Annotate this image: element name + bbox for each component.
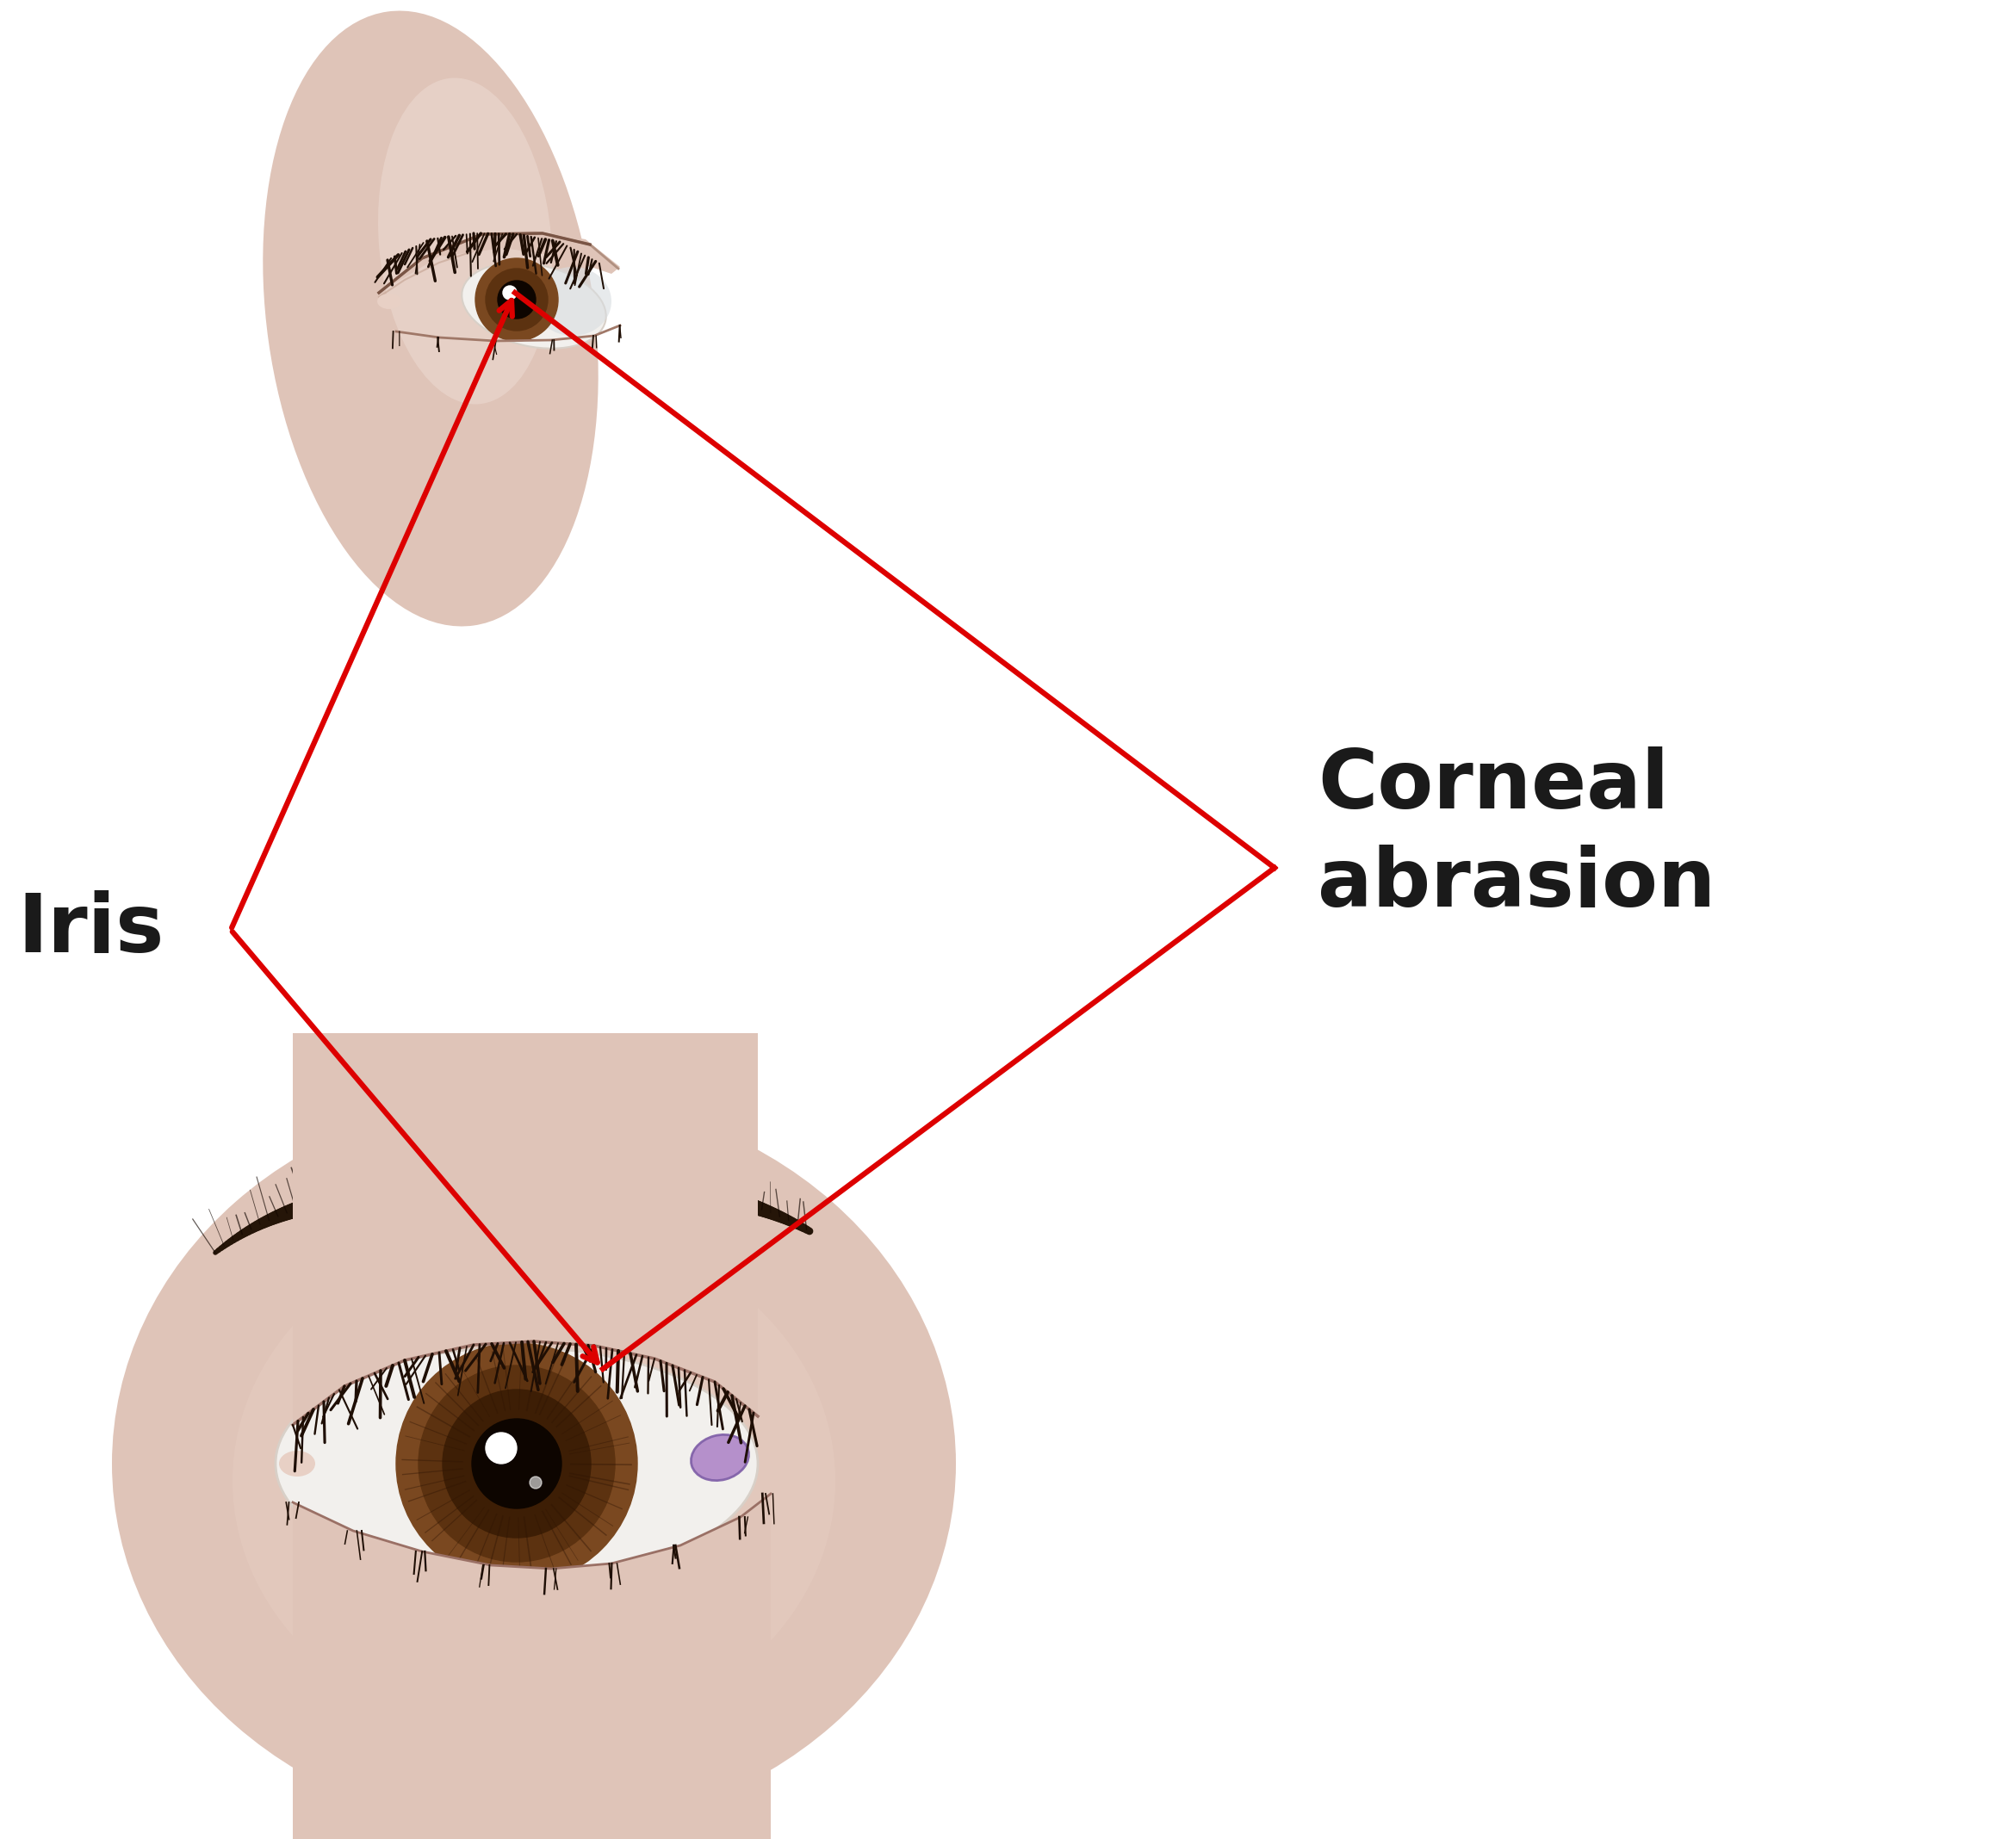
Polygon shape	[292, 1493, 770, 1839]
Ellipse shape	[113, 1094, 956, 1833]
Circle shape	[419, 1366, 615, 1561]
Text: Corneal
abrasion: Corneal abrasion	[1318, 747, 1716, 923]
Circle shape	[486, 1433, 516, 1464]
Polygon shape	[292, 1034, 758, 1425]
Circle shape	[476, 257, 558, 340]
Text: Iris: Iris	[18, 890, 163, 969]
Polygon shape	[379, 230, 621, 292]
Circle shape	[444, 1390, 591, 1537]
Circle shape	[502, 285, 516, 300]
Ellipse shape	[276, 1348, 758, 1580]
Circle shape	[486, 268, 548, 331]
Ellipse shape	[377, 294, 401, 309]
Circle shape	[472, 1420, 562, 1508]
Ellipse shape	[691, 1434, 748, 1480]
Ellipse shape	[534, 267, 611, 337]
Circle shape	[395, 1342, 637, 1583]
Ellipse shape	[379, 77, 552, 405]
Circle shape	[530, 1477, 542, 1488]
Circle shape	[498, 281, 536, 318]
Ellipse shape	[462, 263, 607, 348]
Ellipse shape	[278, 1451, 314, 1477]
Ellipse shape	[262, 11, 599, 627]
Ellipse shape	[232, 1223, 835, 1740]
